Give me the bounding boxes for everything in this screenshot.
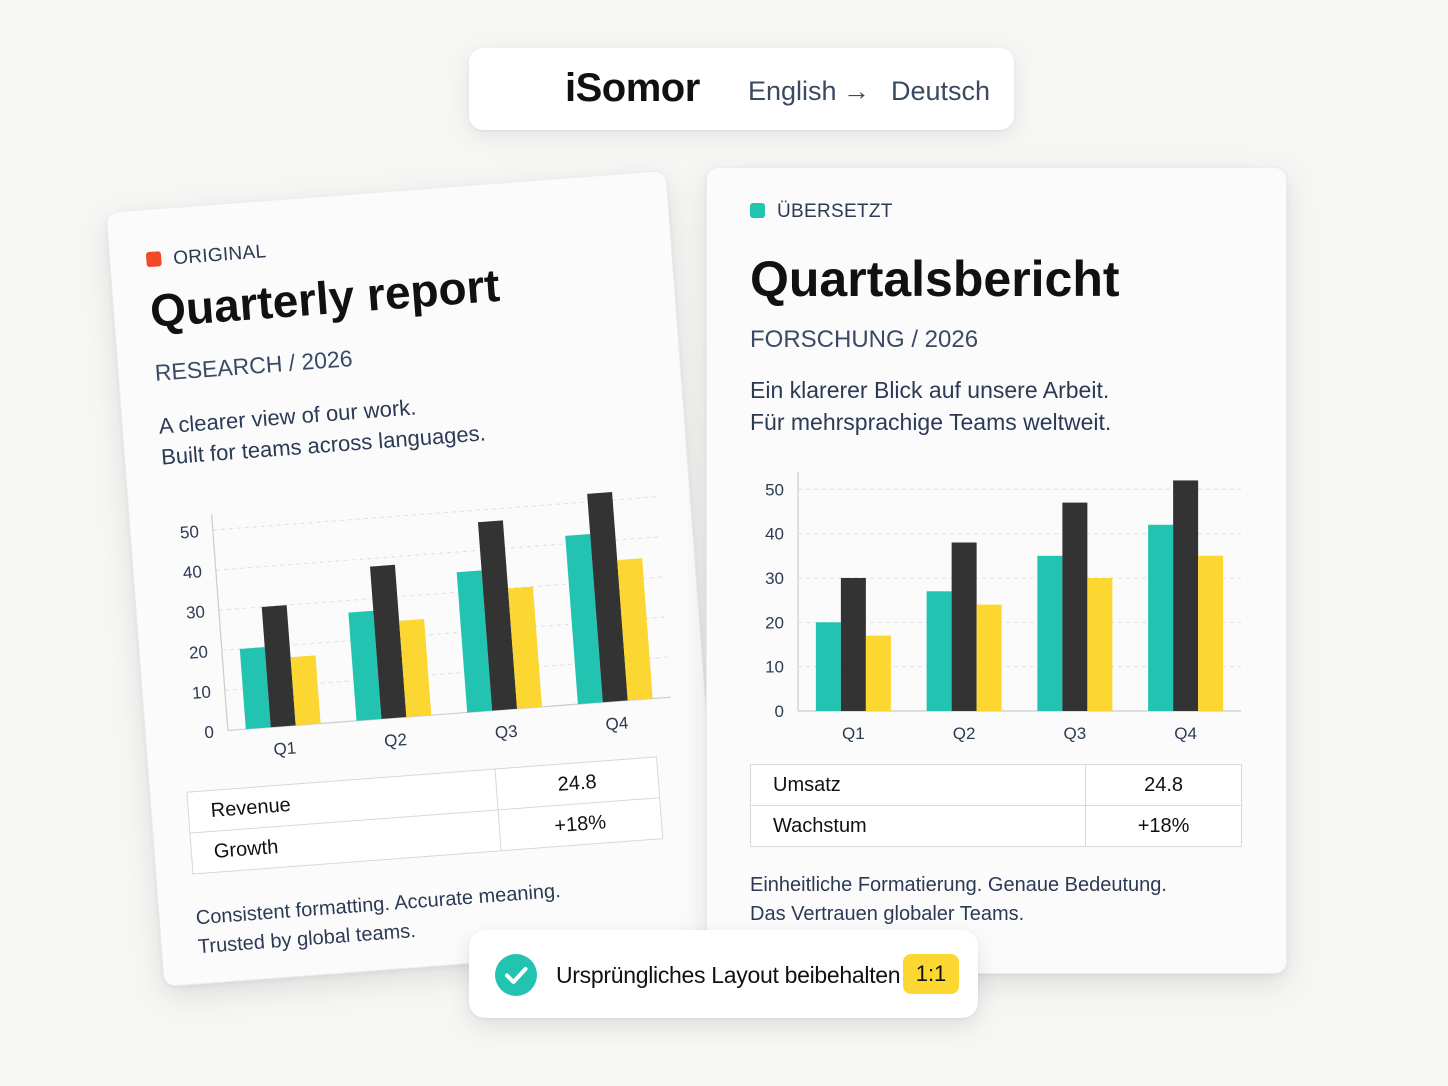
translated-tag-label: ÜBERSETZT [777,201,893,222]
translated-body: Ein klarerer Blick auf unsere Arbeit. Fü… [750,374,1111,438]
original-subtitle: RESEARCH / 2026 [153,345,354,386]
bar [976,604,1002,711]
bar [348,610,382,721]
bar [1062,502,1088,711]
original-document-card: ORIGINAL Quarterly report RESEARCH / 202… [105,170,725,987]
bar [840,577,866,711]
original-bar-chart: 0 10 20 30 40 50 Q1 Q2 Q3 Q4 [179,491,671,759]
translated-footer-line1: Einheitliche Formatierung. Genaue Bedeut… [750,874,1167,896]
source-language[interactable]: English [748,76,837,106]
bar [1037,555,1063,711]
translated-title: Quartalsbericht [750,251,1120,307]
tag-square-icon [750,203,765,218]
y-tick-label: 0 [204,723,215,743]
x-tick-label: Q2 [384,730,408,751]
bar [239,647,271,730]
x-tick-label: Q3 [494,722,518,743]
bar [1087,577,1113,711]
x-tick-label: Q2 [953,724,976,743]
gridline [212,496,656,531]
y-tick-label: 10 [765,658,784,677]
y-tick-label: 30 [765,569,784,588]
bar [865,635,891,711]
translated-bar-chart: 0 10 20 30 40 50 Q1 Q2 Q3 Q4 [765,472,1241,743]
y-tick-label: 10 [191,682,211,702]
translated-document-card: ÜBERSETZT Quartalsbericht FORSCHUNG / 20… [706,167,1287,974]
translated-subtitle: FORSCHUNG / 2026 [750,326,979,353]
check-icon [495,954,537,996]
bar [587,491,628,703]
bar [456,570,493,713]
original-metrics-table: Revenue 24.8 Growth +18% [186,756,664,875]
y-tick-label: 40 [765,525,784,544]
y-tick-label: 40 [182,562,202,582]
table-value: +18% [1085,805,1242,847]
y-tick-label: 50 [179,522,199,542]
layout-preserved-badge: Ursprüngliches Layout beibehalten 1:1 [469,930,978,1018]
x-tick-label: Q1 [842,724,865,743]
x-tick-label: Q4 [1174,724,1197,743]
table-key: Umsatz [749,764,1087,806]
bar [951,542,977,711]
bar [565,533,603,705]
bar [399,618,432,718]
original-tag-label: ORIGINAL [172,241,268,270]
table-value: 24.8 [1085,764,1242,806]
y-axis [210,514,229,731]
x-tick-label: Q3 [1064,724,1087,743]
original-body: A clearer view of our work. Built for te… [158,387,487,473]
x-tick-label: Q1 [273,738,297,759]
bar [369,564,407,719]
tag-square-icon [145,251,162,268]
bar [1148,524,1174,711]
original-tag: ORIGINAL [145,241,268,272]
bar [1173,480,1199,711]
target-language[interactable]: Deutsch [891,76,991,106]
y-tick-label: 20 [188,642,208,662]
bar [617,558,653,701]
bar [926,591,952,711]
y-tick-label: 20 [765,613,784,632]
language-bar: iSomor English → Deutsch [469,48,1014,130]
table-key: Wachstum [749,805,1087,847]
y-tick-label: 0 [775,702,784,721]
bar [508,586,542,709]
x-tick-label: Q4 [605,713,629,734]
ratio-badge: 1:1 [903,954,959,994]
table-row: Umsatz 24.8 [749,764,1242,806]
translated-body-line2: Für mehrsprachige Teams weltweit. [750,409,1112,436]
translated-metrics-table: Umsatz 24.8 Wachstum +18% [749,764,1242,847]
original-title: Quarterly report [148,258,502,338]
y-tick-label: 50 [765,480,784,499]
translated-tag: ÜBERSETZT [750,201,893,223]
bar [477,520,518,711]
translated-footer: Einheitliche Formatierung. Genaue Bedeut… [750,871,1167,929]
table-row: Wachstum +18% [749,805,1242,847]
translated-body-line1: Ein klarerer Blick auf unsere Arbeit. [750,377,1110,403]
badge-text: Ursprüngliches Layout beibehalten [556,962,901,988]
arrow-right-icon: → [843,76,870,106]
bar [1198,555,1224,711]
bar [261,605,296,728]
y-tick-label: 30 [185,602,205,622]
bar [290,655,321,726]
brand-logo: iSomor [565,66,700,110]
translated-footer-line2: Das Vertrauen globaler Teams. [750,903,1025,925]
bar [815,622,841,711]
